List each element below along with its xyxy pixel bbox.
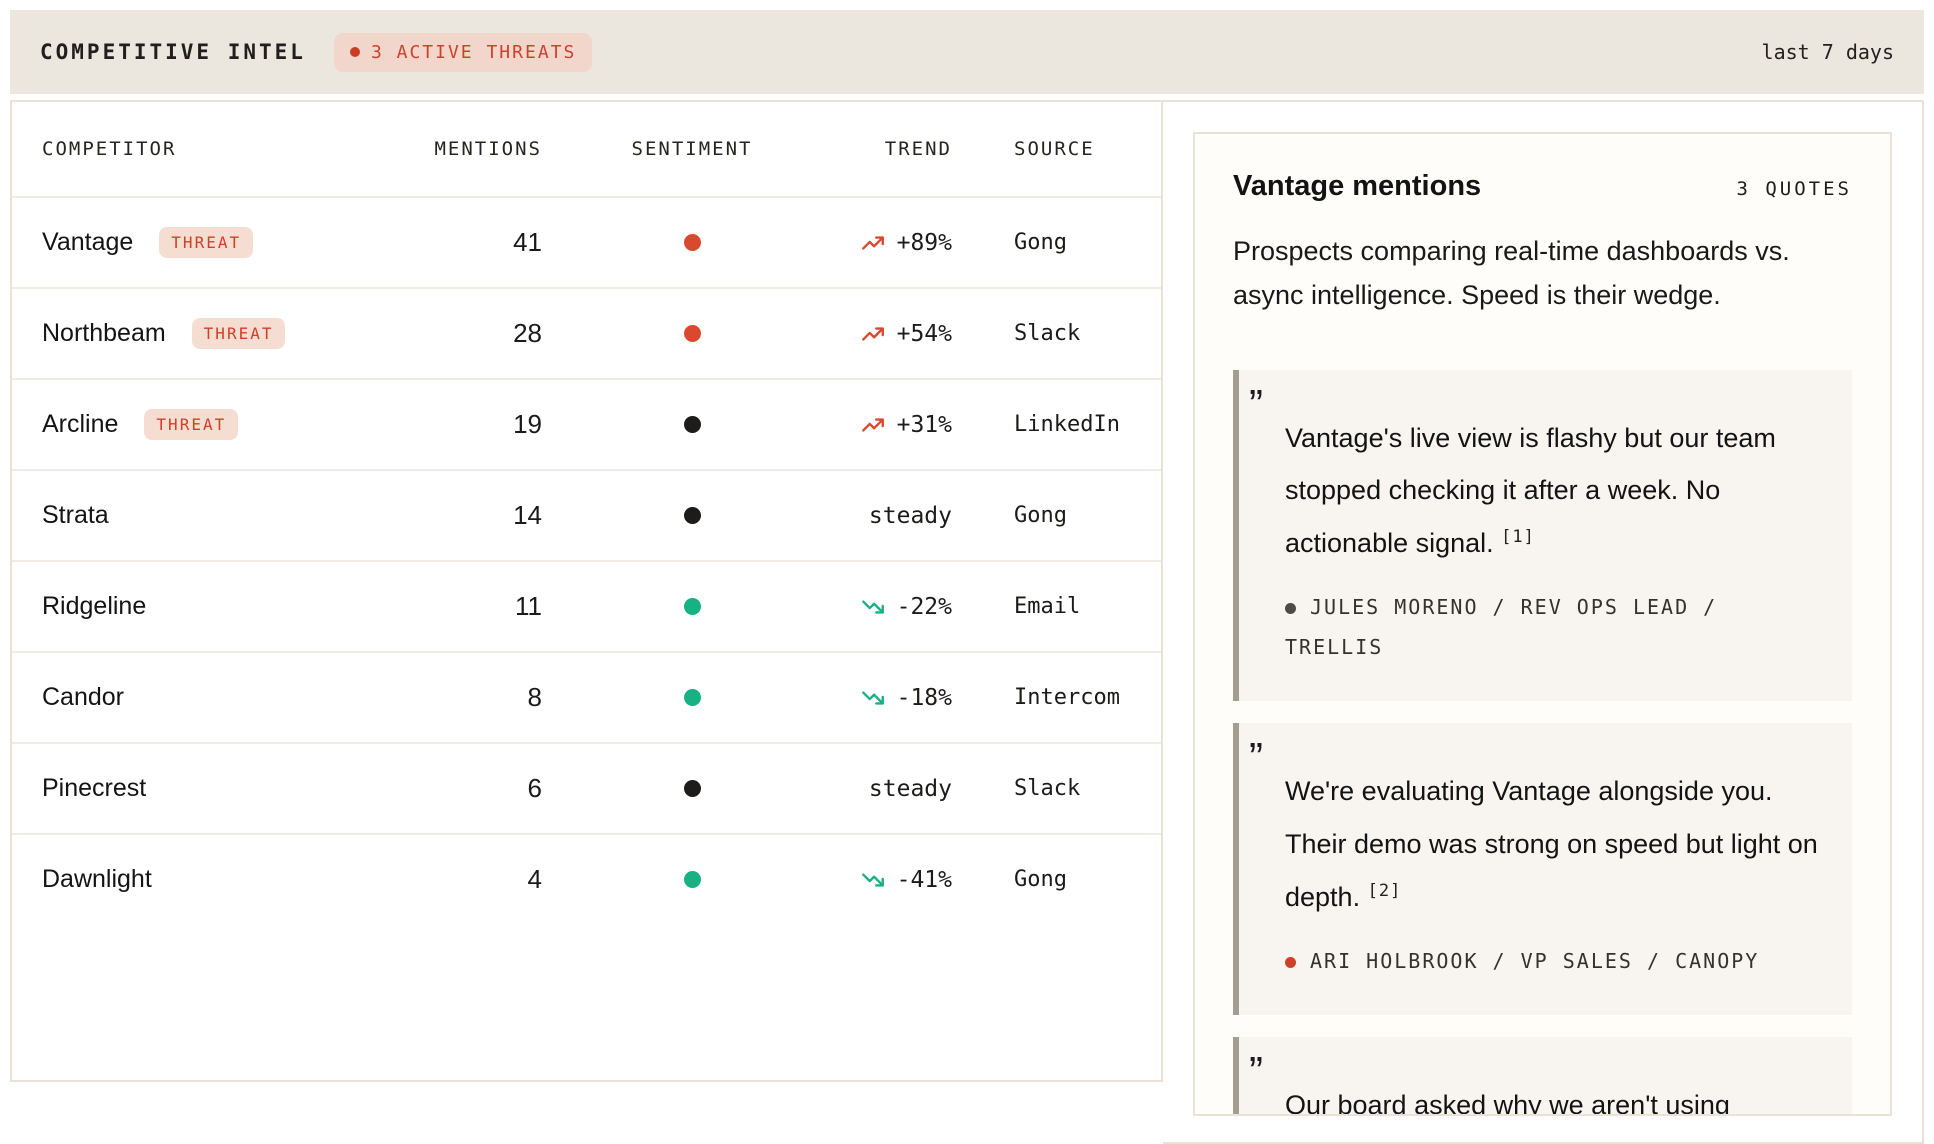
table-row[interactable]: Arcline THREAT 19	[12, 378, 1161, 469]
column-header-sentiment: SENTIMENT	[631, 138, 753, 160]
sentiment-dot	[683, 780, 701, 797]
sentiment-dot	[683, 507, 701, 524]
column-header-competitor: COMPETITOR	[42, 138, 177, 160]
competitor-table: COMPETITOR MENTIONS SENTIMENT TREND SOUR…	[10, 100, 1163, 1082]
source-label: Gong	[1014, 230, 1067, 255]
competitor-name: Northbeam	[42, 319, 166, 347]
competitor-name: Pinecrest	[42, 774, 147, 802]
sentiment-dot	[683, 416, 701, 433]
panel-summary: Prospects comparing real-time dashboards…	[1233, 236, 1790, 311]
app-title: COMPETITIVE INTEL	[40, 40, 306, 64]
mentions-count: 14	[513, 500, 542, 530]
mentions-count: 4	[527, 864, 542, 894]
trend-value: steady	[868, 502, 952, 529]
source-label: LinkedIn	[1014, 412, 1120, 437]
mentions-count: 19	[513, 409, 542, 439]
source-label: Gong	[1014, 867, 1067, 892]
table-row[interactable]: Ridgeline 11	[12, 560, 1161, 651]
trend-value: steady	[868, 775, 952, 802]
quote-icon: ”	[1249, 734, 1263, 782]
sentiment-dot	[683, 689, 701, 706]
active-threats-badge: 3 ACTIVE THREATS	[333, 32, 593, 72]
trend-value: +54%	[896, 320, 952, 347]
mentions-count: 41	[513, 227, 542, 257]
mentions-card: Vantage mentions 3 QUOTES Prospects comp…	[1193, 132, 1892, 1116]
sentiment-dot	[683, 598, 701, 615]
mentions-count: 8	[527, 682, 542, 712]
table-header-row: COMPETITOR MENTIONS SENTIMENT TREND SOUR…	[12, 102, 1161, 196]
trend-up-icon	[860, 412, 886, 438]
quote-card: ” Vantage's live view is flashy but our …	[1233, 369, 1852, 702]
threat-badge: THREAT	[144, 409, 239, 440]
table-row[interactable]: Dawnlight 4	[12, 833, 1161, 924]
mentions-count: 11	[515, 591, 542, 621]
panel-title: Vantage mentions	[1233, 170, 1482, 202]
sentiment-dot	[683, 871, 701, 888]
source-label: Slack	[1014, 321, 1081, 346]
competitor-name: Candor	[42, 683, 124, 711]
mentions-count: 6	[527, 773, 542, 803]
trend-down-icon	[860, 867, 886, 893]
trend-value: +31%	[896, 411, 952, 438]
table-row[interactable]: Pinecrest 6	[12, 742, 1161, 833]
table-row[interactable]: Northbeam THREAT 28	[12, 287, 1161, 378]
mentions-count: 28	[513, 318, 542, 348]
table-body: Vantage THREAT 41	[12, 196, 1161, 924]
quote-card: ” Our board asked why we aren't using	[1233, 1037, 1852, 1116]
active-threats-label: 3 ACTIVE THREATS	[370, 41, 577, 63]
mentions-panel: Vantage mentions 3 QUOTES Prospects comp…	[1163, 100, 1924, 1144]
threat-badge: THREAT	[191, 318, 286, 349]
quote-text: Our board asked why we aren't using	[1285, 1090, 1730, 1116]
quote-icon: ”	[1249, 1048, 1263, 1096]
competitor-name: Arcline	[42, 410, 119, 438]
source-label: Slack	[1014, 776, 1081, 801]
quote-list: ” Vantage's live view is flashy but our …	[1233, 369, 1852, 1116]
source-label: Intercom	[1014, 685, 1120, 710]
column-header-source: SOURCE	[1014, 138, 1095, 160]
trend-down-icon	[860, 594, 886, 620]
trend-down-icon	[860, 685, 886, 711]
speaker-dot-icon	[1285, 957, 1296, 969]
attribution-text: ARI HOLBROOK / VP SALES / CANOPY	[1310, 949, 1760, 974]
footnote-ref[interactable]: [2]	[1367, 880, 1402, 901]
column-header-mentions: MENTIONS	[434, 138, 542, 160]
top-bar: COMPETITIVE INTEL 3 ACTIVE THREATS last …	[10, 10, 1924, 94]
source-label: Email	[1014, 594, 1081, 619]
table-row[interactable]: Candor 8	[12, 651, 1161, 742]
quote-icon: ”	[1249, 380, 1263, 428]
quote-card: ” We're evaluating Vantage alongside you…	[1233, 723, 1852, 1016]
threat-dot-icon	[349, 47, 360, 57]
source-label: Gong	[1014, 503, 1067, 528]
competitor-name: Vantage	[42, 228, 134, 256]
sentiment-dot	[683, 325, 701, 342]
attribution-text: JULES MORENO / REV OPS LEAD / TRELLIS	[1285, 595, 1718, 660]
trend-value: -18%	[896, 684, 952, 711]
trend-value: +89%	[896, 229, 952, 256]
table-row[interactable]: Strata 14	[12, 469, 1161, 560]
trend-value: -41%	[896, 866, 952, 893]
threat-badge: THREAT	[159, 227, 254, 258]
quote-attribution: JULES MORENO / REV OPS LEAD / TRELLIS	[1285, 587, 1818, 667]
competitor-name: Strata	[42, 501, 109, 529]
quote-attribution: ARI HOLBROOK / VP SALES / CANOPY	[1285, 941, 1818, 981]
trend-up-icon	[860, 230, 886, 256]
date-range-selector[interactable]: last 7 days	[1761, 40, 1894, 64]
footnote-ref[interactable]: [1]	[1501, 526, 1535, 547]
page: COMPETITIVE INTEL 3 ACTIVE THREATS last …	[10, 10, 1924, 1144]
quote-text: We're evaluating Vantage alongside you. …	[1285, 776, 1818, 912]
trend-up-icon	[860, 321, 886, 347]
content-area: COMPETITOR MENTIONS SENTIMENT TREND SOUR…	[10, 100, 1924, 1144]
sentiment-dot	[683, 234, 701, 251]
competitor-name: Dawnlight	[42, 865, 152, 893]
quote-count-badge: 3 QUOTES	[1736, 178, 1852, 200]
table-row[interactable]: Vantage THREAT 41	[12, 196, 1161, 287]
quote-text: Vantage's live view is flashy but our te…	[1285, 422, 1776, 558]
competitor-name: Ridgeline	[42, 592, 147, 620]
column-header-trend: TREND	[884, 138, 952, 160]
speaker-dot-icon	[1285, 603, 1296, 615]
trend-value: -22%	[896, 593, 952, 620]
